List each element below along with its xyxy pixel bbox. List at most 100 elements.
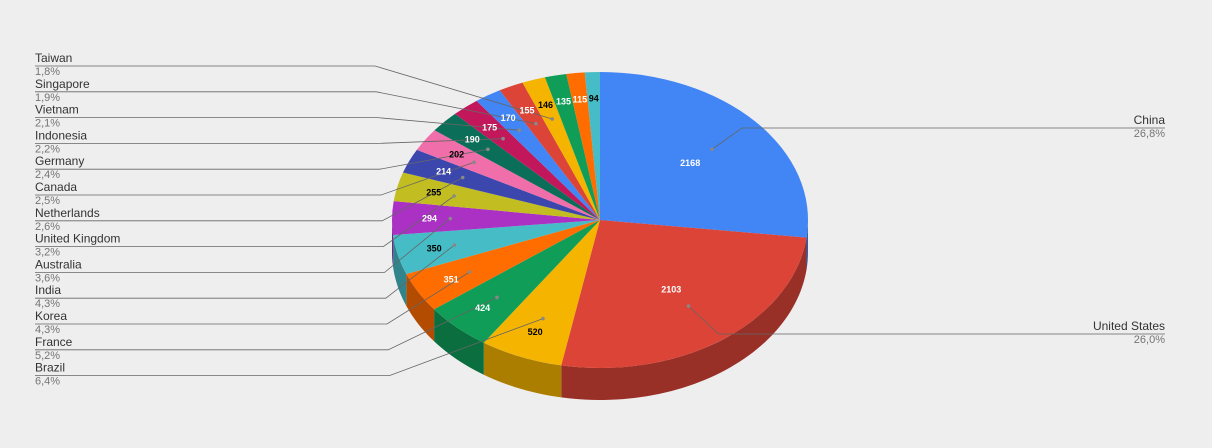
- pie-slice-germany: [434, 113, 600, 220]
- pie-slice-canada: [416, 130, 600, 220]
- slice-value-other-15: 135: [556, 96, 571, 106]
- legend-percent-australia: 3,6%: [35, 272, 60, 284]
- slice-value-other-17: 94: [589, 94, 599, 104]
- slice-value-france: 424: [475, 303, 490, 313]
- pie-slice-taiwan: [522, 77, 600, 220]
- legend-percent-canada: 2,5%: [35, 195, 60, 207]
- legend-percent-singapore: 1,9%: [35, 92, 60, 104]
- leader-dot-united-states: [686, 304, 691, 308]
- legend-label-china: China: [1134, 113, 1166, 127]
- legend-percent-india: 4,3%: [35, 298, 60, 310]
- pie-slice-australia: [391, 201, 600, 235]
- pie-slice-other-15: [544, 73, 600, 221]
- leader-dot-germany: [486, 147, 490, 152]
- leader-dot-vietnam: [517, 128, 522, 132]
- leader-dot-france: [495, 295, 499, 300]
- leader-dot-indonesia: [501, 136, 505, 141]
- legend-percent-germany: 2,4%: [35, 169, 60, 181]
- legend-percent-france: 5,2%: [35, 350, 60, 362]
- legend-percent-korea: 4,3%: [35, 324, 60, 336]
- slice-value-united-kingdom: 255: [426, 188, 441, 198]
- slice-value-australia: 294: [422, 213, 437, 223]
- slice-value-other-16: 115: [573, 95, 588, 105]
- leader-lines: [35, 65, 1165, 377]
- leader-dot-korea: [467, 270, 472, 274]
- legend-label-indonesia: Indonesia: [35, 128, 87, 142]
- leader-dot-netherlands: [460, 175, 465, 180]
- leader-line-netherlands: [35, 177, 463, 222]
- leader-dot-singapore: [534, 121, 538, 126]
- leader-dot-australia: [448, 216, 453, 221]
- legend-percent-indonesia: 2,2%: [35, 143, 60, 155]
- pie-slice-brazil: [483, 220, 600, 366]
- legend-label-india: India: [35, 283, 61, 297]
- leader-line-singapore: [35, 91, 536, 125]
- slice-value-united-states: 2103: [661, 284, 681, 294]
- pie-side-france: [434, 309, 484, 375]
- leader-dot-taiwan: [550, 117, 554, 121]
- pie-sides: [392, 220, 808, 400]
- legend-percent-netherlands: 2,6%: [35, 221, 60, 233]
- pie-slice-india: [393, 220, 600, 275]
- pie-slice-other-16: [566, 72, 600, 221]
- pie-slice-china: [600, 72, 809, 238]
- legend-label-canada: Canada: [35, 180, 77, 194]
- leader-dot-brazil: [541, 316, 545, 321]
- slice-value-brazil: 520: [528, 327, 543, 337]
- legend-percent-brazil: 6,4%: [35, 376, 60, 388]
- leader-line-indonesia: [35, 138, 504, 144]
- pie-slice-korea: [406, 220, 600, 310]
- pie-slice-netherlands: [403, 149, 600, 220]
- pie-slice-vietnam: [476, 90, 600, 220]
- leader-line-china: [711, 127, 1165, 150]
- slice-value-taiwan: 146: [538, 100, 553, 110]
- pie-slice-united-kingdom: [393, 172, 600, 220]
- leader-line-vietnam: [35, 117, 520, 131]
- pie-slice-other-17: [584, 72, 600, 220]
- pie-slice-indonesia: [454, 100, 600, 220]
- slice-value-india: 350: [427, 244, 442, 254]
- leader-dot-china: [710, 147, 714, 152]
- slice-value-indonesia: 175: [482, 122, 497, 132]
- pie-side-india: [393, 234, 407, 307]
- pie-side-brazil: [483, 342, 562, 398]
- pie-side-korea: [406, 274, 435, 342]
- legend-label-united-kingdom: United Kingdom: [35, 232, 120, 246]
- leader-line-india: [35, 244, 455, 299]
- leader-line-brazil: [35, 318, 544, 377]
- leader-dot-india: [452, 243, 457, 247]
- slice-value-canada: 202: [449, 149, 464, 159]
- legend-label-united-states: United States: [1093, 319, 1165, 333]
- legend-percent-united-kingdom: 3,2%: [35, 247, 60, 259]
- slice-value-netherlands: 214: [436, 167, 451, 177]
- leader-line-canada: [35, 161, 475, 196]
- leader-line-germany: [35, 148, 488, 170]
- legend-labels: Taiwan1,8%Singapore1,9%Vietnam2,1%Indone…: [35, 51, 1165, 388]
- legend-label-brazil: Brazil: [35, 361, 65, 375]
- legend-percent-china: 26,8%: [1134, 128, 1165, 140]
- pie-top: [391, 72, 809, 369]
- slice-value-korea: 351: [444, 274, 459, 284]
- legend-label-france: France: [35, 335, 73, 349]
- leader-line-united-states: [688, 305, 1165, 335]
- slice-value-vietnam: 170: [501, 113, 516, 123]
- legend-label-singapore: Singapore: [35, 77, 90, 91]
- legend-percent-united-states: 26,0%: [1134, 334, 1165, 346]
- legend-label-vietnam: Vietnam: [35, 103, 79, 117]
- slice-value-germany: 190: [465, 135, 480, 145]
- pie-side-china: [806, 220, 808, 270]
- pie-side-united-states: [561, 237, 807, 400]
- legend-label-australia: Australia: [35, 257, 82, 271]
- leader-line-france: [35, 297, 498, 351]
- leader-line-taiwan: [35, 65, 553, 120]
- legend-percent-taiwan: 1,8%: [35, 66, 60, 78]
- legend-label-netherlands: Netherlands: [35, 206, 100, 220]
- pie-side-australia: [392, 220, 394, 267]
- legend-label-korea: Korea: [35, 309, 67, 323]
- leader-line-australia: [35, 218, 451, 273]
- legend-percent-vietnam: 2,1%: [35, 118, 60, 130]
- slice-value-singapore: 155: [519, 105, 534, 115]
